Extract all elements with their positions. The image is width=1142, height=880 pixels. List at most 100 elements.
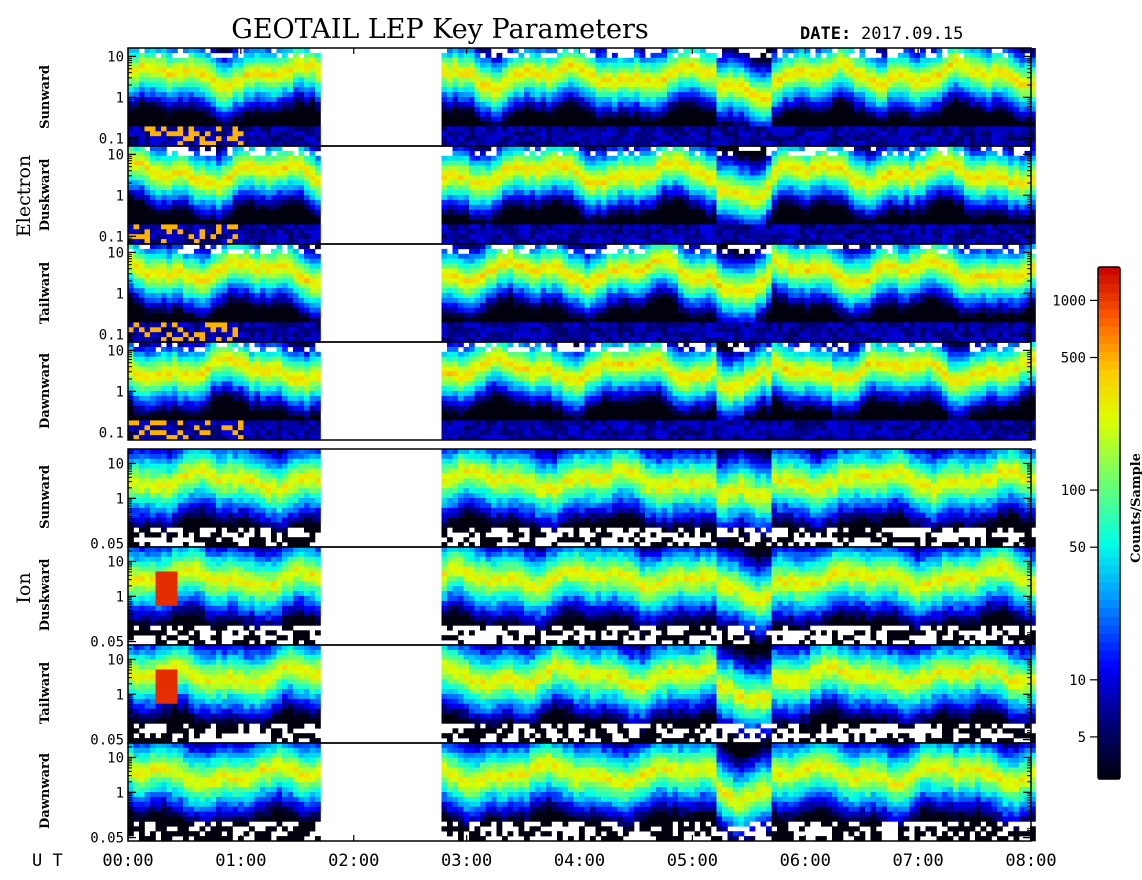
spectrogram-cell bbox=[288, 82, 294, 87]
spectrogram-cell bbox=[497, 68, 503, 73]
spectrogram-cell bbox=[541, 63, 547, 68]
spectrogram-cell bbox=[810, 112, 816, 117]
spectrogram-cell bbox=[310, 117, 316, 122]
spectrogram-cell bbox=[563, 136, 569, 141]
spectrogram-cell bbox=[464, 136, 470, 141]
spectrogram-cell bbox=[871, 73, 877, 78]
spectrogram-cell bbox=[183, 82, 189, 87]
spectrogram-cell bbox=[821, 117, 827, 122]
spectrogram-cell bbox=[832, 68, 838, 73]
spectrogram-cell bbox=[464, 82, 470, 87]
spectrogram-cell bbox=[607, 87, 613, 92]
spectrogram-cell bbox=[574, 87, 580, 92]
spectrogram-cell bbox=[634, 53, 640, 58]
spectrogram-cell bbox=[497, 77, 503, 82]
spectrogram-cell bbox=[612, 117, 618, 122]
spectrogram-cell bbox=[865, 126, 871, 131]
spectrogram-cell bbox=[453, 68, 459, 73]
spectrogram-cell bbox=[475, 102, 481, 107]
spectrogram-cell bbox=[766, 48, 772, 53]
spectrogram-cell bbox=[238, 112, 244, 117]
spectrogram-cell bbox=[739, 77, 745, 82]
spectrogram-cell bbox=[876, 77, 882, 82]
spectrogram-cell bbox=[612, 87, 618, 92]
spectrogram-cell bbox=[673, 126, 679, 131]
spectrogram-cell bbox=[920, 77, 926, 82]
spectrogram-cell bbox=[920, 112, 926, 117]
spectrogram-cell bbox=[728, 92, 734, 97]
spectrogram-cell bbox=[601, 68, 607, 73]
spectrogram-cell bbox=[563, 112, 569, 117]
spectrogram-cell bbox=[926, 58, 932, 63]
spectrogram-cell bbox=[777, 73, 783, 78]
spectrogram-cell bbox=[640, 73, 646, 78]
spectrogram-cell bbox=[282, 131, 288, 136]
spectrogram-cell bbox=[887, 73, 893, 78]
spectrogram-cell bbox=[832, 107, 838, 112]
spectrogram-cell bbox=[513, 82, 519, 87]
spectrogram-cell bbox=[832, 82, 838, 87]
spectrogram-cell bbox=[739, 58, 745, 63]
spectrogram-cell bbox=[805, 92, 811, 97]
spectrogram-cell bbox=[623, 73, 629, 78]
spectrogram-cell bbox=[480, 131, 486, 136]
spectrogram-cell bbox=[854, 136, 860, 141]
spectrogram-cell bbox=[585, 136, 591, 141]
spectrogram-cell bbox=[711, 122, 717, 127]
spectrogram-cell bbox=[282, 87, 288, 92]
spectrogram-cell bbox=[244, 122, 250, 127]
spectrogram-cell bbox=[288, 126, 294, 131]
spectrogram-cell bbox=[843, 82, 849, 87]
spectrogram-cell bbox=[618, 73, 624, 78]
spectrogram-cell bbox=[882, 87, 888, 92]
spectrogram-cell bbox=[299, 73, 305, 78]
spectrogram-cell bbox=[216, 97, 222, 102]
spectrogram-cell bbox=[700, 112, 706, 117]
spectrogram-cell bbox=[513, 68, 519, 73]
spectrogram-cell bbox=[865, 131, 871, 136]
spectrogram-cell bbox=[827, 58, 833, 63]
spectrogram-cell bbox=[200, 82, 206, 87]
spectrogram-cell bbox=[497, 117, 503, 122]
spectrogram-cell bbox=[651, 68, 657, 73]
ut-label: U T bbox=[32, 851, 63, 871]
spectrogram-cell bbox=[843, 97, 849, 102]
spectrogram-cell bbox=[827, 97, 833, 102]
spectrogram-cell bbox=[893, 136, 899, 141]
spectrogram-cell bbox=[634, 58, 640, 63]
spectrogram-cell bbox=[607, 58, 613, 63]
spectrogram-cell bbox=[453, 53, 459, 58]
spectrogram-cell bbox=[695, 126, 701, 131]
spectrogram-cell bbox=[783, 92, 789, 97]
spectrogram-cell bbox=[442, 53, 448, 58]
spectrogram-cell bbox=[244, 77, 250, 82]
spectrogram-cell bbox=[772, 48, 778, 53]
spectrogram-cell bbox=[799, 122, 805, 127]
spectrogram-cell bbox=[574, 136, 580, 141]
spectrogram-cell bbox=[805, 82, 811, 87]
spectrogram-cell bbox=[458, 82, 464, 87]
spectrogram-cell bbox=[590, 77, 596, 82]
spectrogram-cell bbox=[541, 48, 547, 53]
spectrogram-cell bbox=[172, 112, 178, 117]
spectrogram-cell bbox=[689, 87, 695, 92]
spectrogram-cell bbox=[519, 92, 525, 97]
spectrogram-cell bbox=[563, 53, 569, 58]
spectrogram-cell bbox=[546, 73, 552, 78]
spectrogram-cell bbox=[739, 53, 745, 58]
spectrogram-cell bbox=[667, 53, 673, 58]
spectrogram-cell bbox=[458, 97, 464, 102]
spectrogram-cell bbox=[183, 77, 189, 82]
spectrogram-cell bbox=[150, 92, 156, 97]
spectrogram-cell bbox=[634, 117, 640, 122]
spectrogram-cell bbox=[799, 63, 805, 68]
spectrogram-cell bbox=[557, 68, 563, 73]
spectrogram-cell bbox=[766, 97, 772, 102]
spectrogram-cell bbox=[794, 58, 800, 63]
spectrogram-cell bbox=[915, 131, 921, 136]
spectrogram-cell bbox=[574, 131, 580, 136]
spectrogram-cell bbox=[491, 63, 497, 68]
spectrogram-cell bbox=[640, 97, 646, 102]
spectrogram-cell bbox=[244, 87, 250, 92]
spectrogram-cell bbox=[233, 92, 239, 97]
